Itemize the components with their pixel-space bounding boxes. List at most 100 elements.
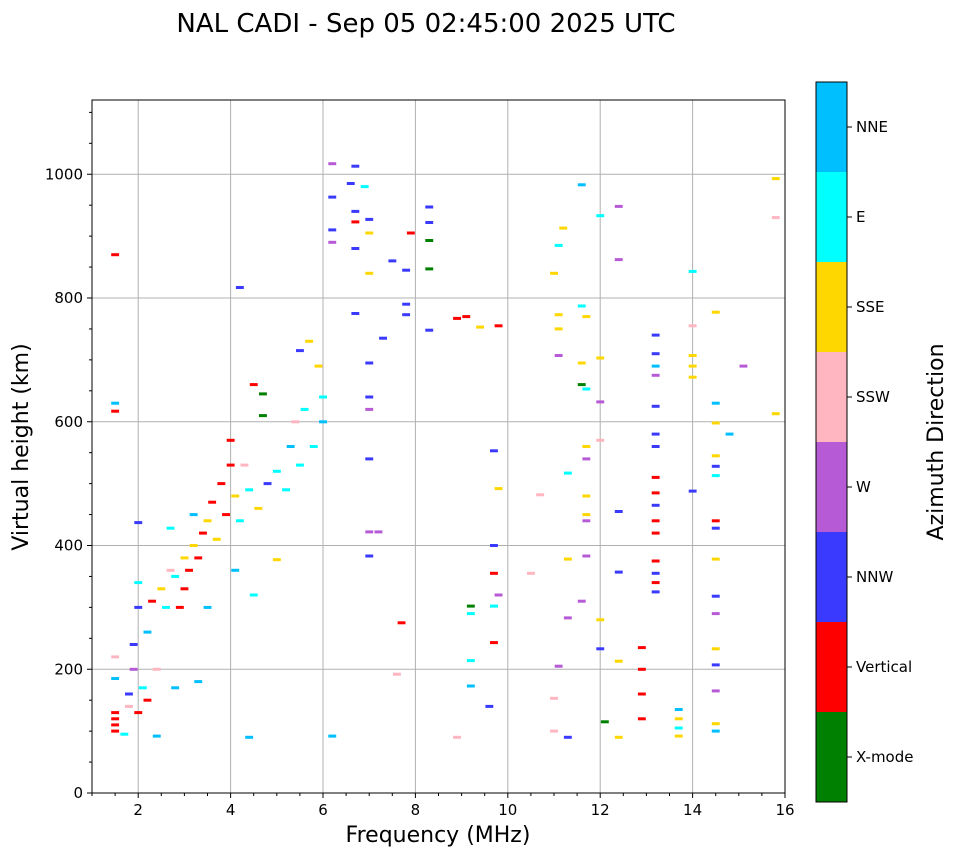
data-point <box>148 599 156 603</box>
data-point <box>596 438 605 442</box>
data-point <box>365 395 374 399</box>
data-point <box>134 711 143 715</box>
data-point <box>554 313 563 317</box>
data-point <box>485 704 494 708</box>
data-point <box>365 457 374 461</box>
colorbar-title: Azimuth Direction <box>924 343 949 540</box>
data-point <box>328 195 337 199</box>
data-point <box>425 328 434 332</box>
colorbar-label: NNW <box>856 568 893 586</box>
data-point <box>134 605 143 609</box>
data-point <box>651 581 660 585</box>
data-point <box>309 445 318 448</box>
data-point <box>711 454 720 458</box>
data-point <box>688 489 697 493</box>
data-point <box>688 364 697 368</box>
y-tick-label: 0 <box>73 784 83 802</box>
data-point <box>637 717 646 721</box>
data-point <box>328 734 337 738</box>
data-point <box>194 556 203 560</box>
data-point <box>402 302 411 306</box>
colorbar-label: SSW <box>856 388 890 406</box>
x-tick-label: 14 <box>683 801 702 819</box>
data-point <box>651 491 660 495</box>
data-point <box>263 482 272 486</box>
data-point <box>111 677 120 680</box>
data-point <box>476 325 485 329</box>
data-point <box>550 729 558 733</box>
y-tick-label: 200 <box>54 660 83 678</box>
data-point <box>582 494 591 498</box>
colorbar-segment <box>816 622 847 712</box>
data-point <box>286 445 295 448</box>
plot-frame <box>91 99 786 794</box>
data-point <box>425 267 434 271</box>
data-point <box>217 482 226 486</box>
data-point <box>596 356 605 360</box>
data-point <box>563 557 572 561</box>
colorbar-frame <box>815 81 848 803</box>
data-point <box>711 557 720 561</box>
data-point <box>651 503 660 507</box>
data-point <box>249 383 258 387</box>
data-point <box>189 544 198 547</box>
data-point <box>208 500 217 504</box>
data-point <box>550 271 558 275</box>
data-point <box>494 593 503 597</box>
data-point <box>674 726 683 730</box>
data-points <box>111 162 780 739</box>
data-point <box>582 445 591 448</box>
data-point <box>596 400 605 404</box>
data-point <box>563 471 572 475</box>
x-tick-label: 6 <box>318 801 328 819</box>
y-axis: 0 200 400 600 800 1000 <box>45 111 92 802</box>
data-point <box>771 216 780 220</box>
data-point <box>637 646 646 650</box>
x-tick-label: 4 <box>226 801 236 819</box>
data-point <box>351 209 360 213</box>
data-point <box>614 510 623 513</box>
data-point <box>120 732 129 736</box>
data-point <box>466 684 475 688</box>
data-point <box>129 667 138 671</box>
data-point <box>725 432 734 436</box>
data-point <box>111 729 120 733</box>
data-point <box>300 407 309 411</box>
data-point <box>651 445 660 448</box>
data-point <box>711 474 720 478</box>
y-tick-label: 600 <box>54 413 83 431</box>
data-point <box>651 364 660 368</box>
data-point <box>296 349 304 353</box>
data-point <box>466 604 475 608</box>
data-point <box>425 239 434 242</box>
data-point <box>111 401 120 405</box>
colorbar-segment <box>816 262 847 352</box>
data-point <box>490 641 498 645</box>
data-point <box>259 414 267 418</box>
data-point <box>171 686 180 690</box>
data-point <box>739 364 748 368</box>
data-point <box>166 526 175 530</box>
data-point <box>614 204 623 208</box>
colorbar-segment <box>816 352 847 442</box>
x-tick-label: 16 <box>775 801 794 819</box>
y-tick-label: 400 <box>54 537 83 555</box>
data-point <box>328 240 337 244</box>
data-point <box>111 409 120 413</box>
data-point <box>453 735 461 739</box>
data-point <box>651 352 660 356</box>
data-point <box>711 519 720 523</box>
data-point <box>171 574 180 578</box>
data-point <box>111 717 120 721</box>
colorbar-segment <box>816 532 847 622</box>
data-point <box>614 735 623 739</box>
data-point <box>162 605 170 609</box>
data-point <box>393 672 401 676</box>
data-point <box>527 571 535 575</box>
data-point <box>490 449 498 453</box>
data-point <box>554 243 563 247</box>
data-point <box>651 333 660 337</box>
data-point <box>351 312 360 315</box>
data-point <box>360 185 369 189</box>
data-point <box>365 530 374 534</box>
